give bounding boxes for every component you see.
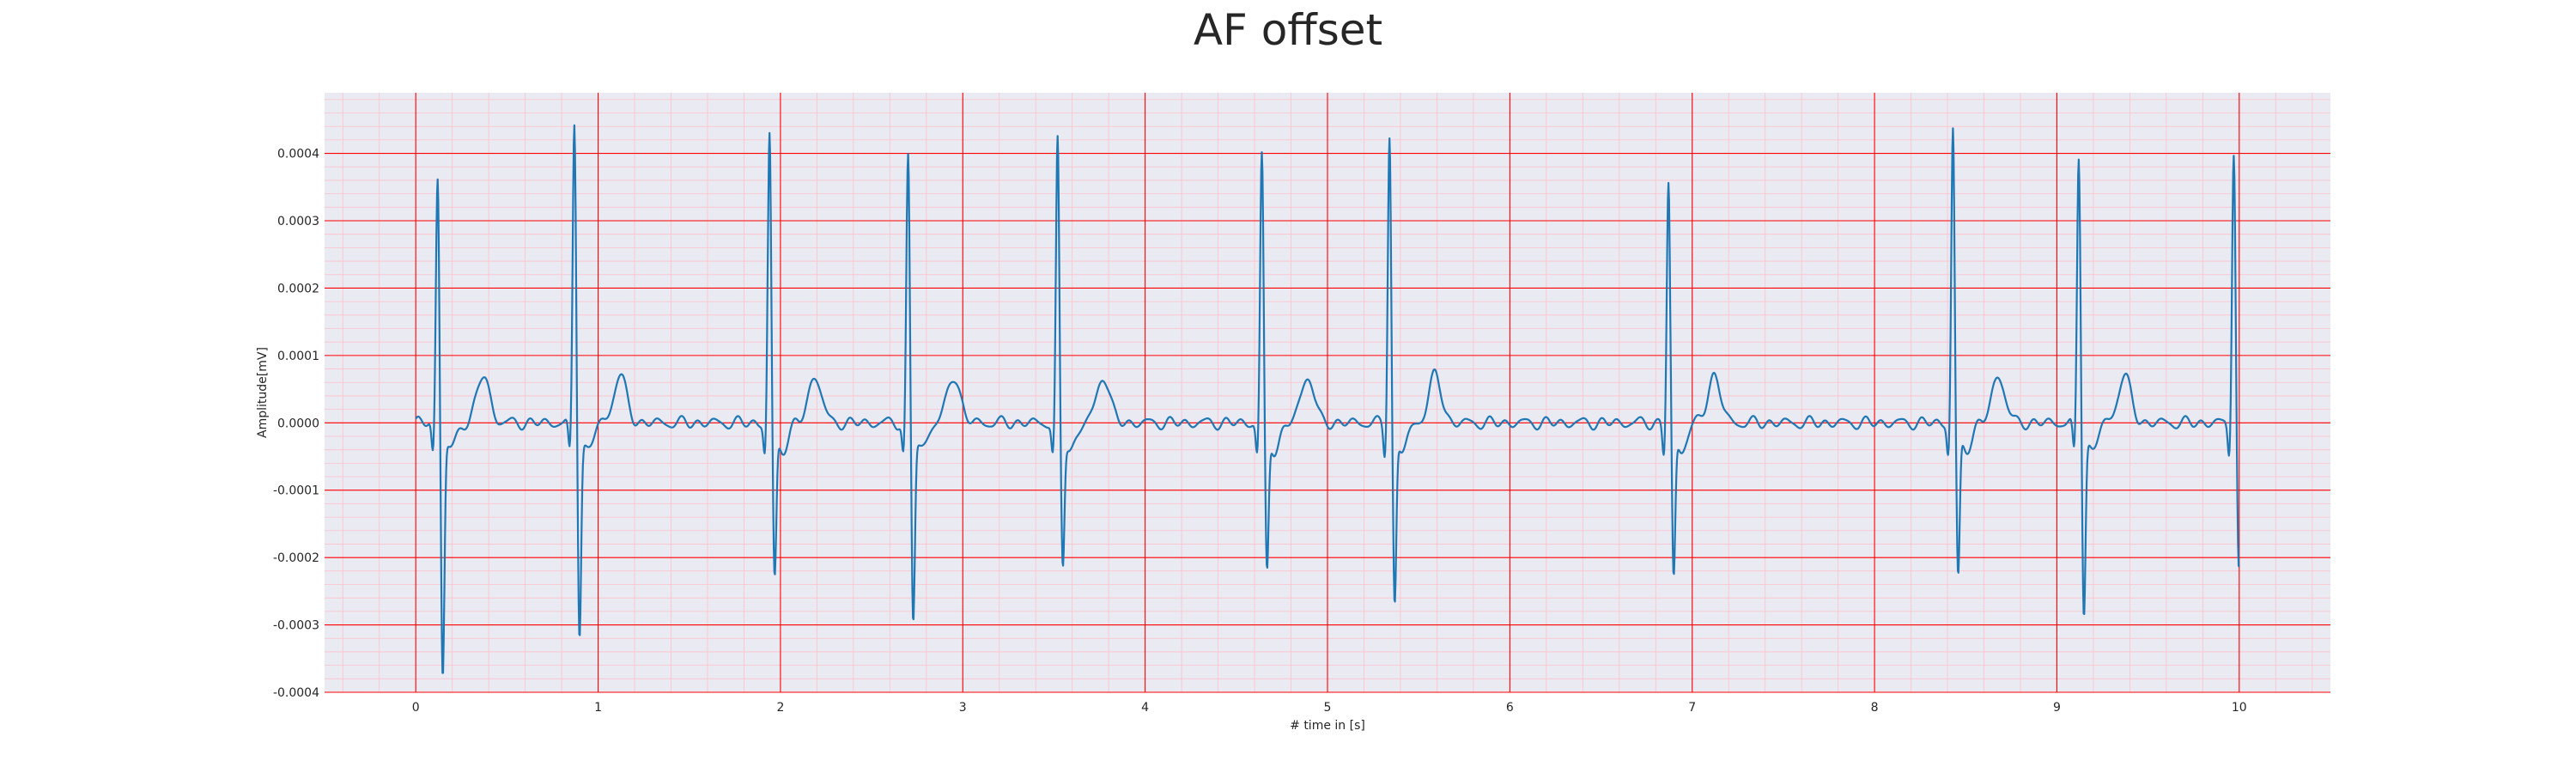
y-axis-label: Amplitude[mV] xyxy=(256,347,270,438)
y-tick-label: -0.0004 xyxy=(273,686,319,700)
x-tick-label: 10 xyxy=(2232,701,2247,715)
x-tick-label: 3 xyxy=(959,701,967,715)
chart-title: AF offset xyxy=(1193,5,1383,55)
ecg-series-line xyxy=(415,124,2240,674)
y-tick-label: 0.0000 xyxy=(277,417,319,430)
y-tick-label: 0.0001 xyxy=(277,350,319,363)
x-tick-labels: 0 1 2 3 4 5 6 7 8 9 10 xyxy=(412,701,2247,715)
x-tick-label: 4 xyxy=(1141,701,1149,715)
y-tick-label: 0.0003 xyxy=(277,215,319,228)
y-tick-label: 0.0002 xyxy=(277,282,319,295)
major-grid xyxy=(325,93,2330,693)
x-tick-label: 7 xyxy=(1688,701,1696,715)
x-tick-label: 6 xyxy=(1506,701,1514,715)
y-tick-label: 0.0004 xyxy=(277,148,319,161)
y-tick-label: -0.0002 xyxy=(273,551,319,565)
y-tick-labels: -0.0004 -0.0003 -0.0002 -0.0001 0.0000 0.0001… xyxy=(273,148,319,700)
x-tick-label: 8 xyxy=(1871,701,1879,715)
x-tick-label: 1 xyxy=(594,701,602,715)
x-tick-label: 9 xyxy=(2053,701,2061,715)
x-tick-label: 0 xyxy=(412,701,420,715)
x-tick-label: 2 xyxy=(776,701,784,715)
y-tick-label: -0.0001 xyxy=(273,484,319,498)
x-tick-label: 5 xyxy=(1324,701,1332,715)
y-tick-label: -0.0003 xyxy=(273,619,319,633)
x-axis-label: # time in [s] xyxy=(1290,719,1365,733)
